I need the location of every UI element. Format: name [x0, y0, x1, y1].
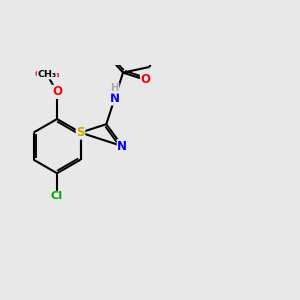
Text: OCH₃: OCH₃ [34, 70, 60, 79]
Text: N: N [110, 92, 120, 105]
Text: CH₃: CH₃ [37, 70, 56, 79]
Text: H: H [111, 83, 119, 93]
Text: O: O [52, 85, 62, 98]
Text: O: O [140, 74, 151, 86]
Text: N: N [117, 140, 127, 153]
Text: S: S [76, 126, 85, 139]
Text: Cl: Cl [51, 191, 63, 201]
